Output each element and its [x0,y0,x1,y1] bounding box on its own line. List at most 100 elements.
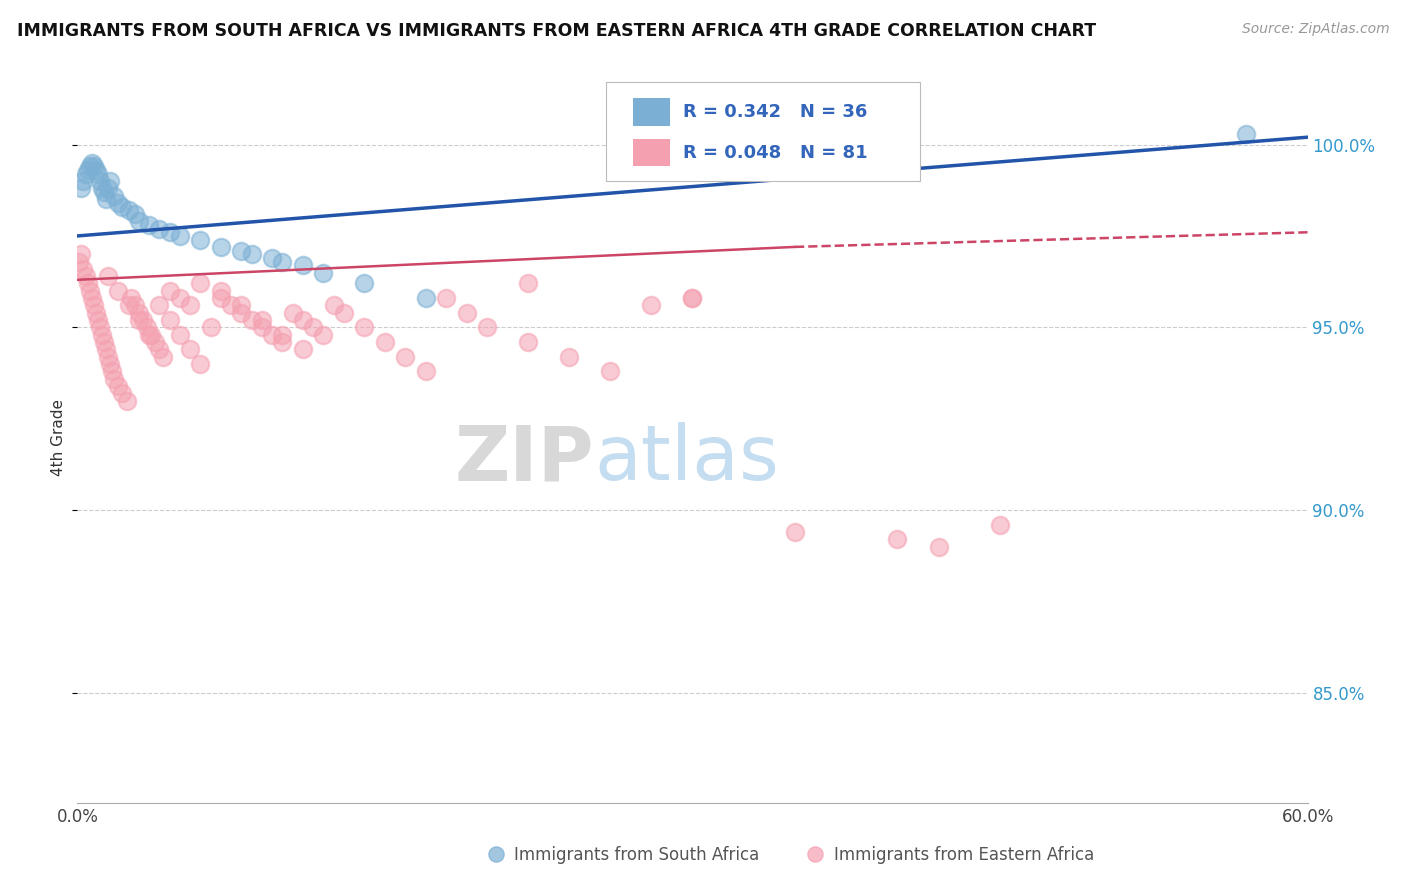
Point [240,247,263,261]
Point [682,291,704,305]
Point [103,371,125,385]
Point [188,357,212,371]
Point [291,343,314,357]
Bar [634,98,671,127]
Point [558,350,581,364]
Point [456,306,478,320]
Text: IMMIGRANTS FROM SOUTH AFRICA VS IMMIGRANTS FROM EASTERN AFRICA 4TH GRADE CORRELA: IMMIGRANTS FROM SOUTH AFRICA VS IMMIGRAN… [17,22,1097,40]
Point [107,196,129,211]
Point [188,233,212,247]
Point [103,188,125,202]
Point [67,254,90,268]
Point [143,334,166,349]
Point [124,207,146,221]
Point [231,298,253,312]
Point [886,533,908,547]
FancyBboxPatch shape [606,82,920,181]
Point [159,313,181,327]
Point [111,200,134,214]
Point [117,203,139,218]
Point [72,174,94,188]
Point [291,313,314,327]
Point [107,284,129,298]
Point [107,379,129,393]
Point [97,269,120,284]
Point [599,364,621,378]
Point [169,327,191,342]
Point [302,320,325,334]
Point [138,218,160,232]
Point [240,313,263,327]
Point [120,291,142,305]
Point [75,167,97,181]
Point [76,277,98,291]
Point [169,291,191,305]
Point [75,269,97,284]
Point [271,327,294,342]
Point [231,306,253,320]
Point [250,320,273,334]
Text: Immigrants from Eastern Africa: Immigrants from Eastern Africa [834,847,1094,864]
Point [80,291,103,305]
Point [262,327,284,342]
Point [89,320,111,334]
Point [87,313,110,327]
Text: Source: ZipAtlas.com: Source: ZipAtlas.com [1241,22,1389,37]
Point [188,277,212,291]
Point [70,247,93,261]
Point [169,229,191,244]
Point [79,284,101,298]
Point [94,193,117,207]
Text: Immigrants from South Africa: Immigrants from South Africa [515,847,759,864]
Point [132,313,155,327]
Point [928,540,950,554]
Point [124,298,146,312]
Point [312,327,335,342]
Point [128,306,150,320]
Point [83,160,105,174]
Point [219,298,242,312]
Point [89,174,111,188]
Point [374,334,396,349]
Point [477,320,499,334]
Point [83,298,105,312]
Point [250,313,273,327]
Point [70,181,93,195]
Point [128,313,150,327]
Point [148,298,170,312]
Point [76,163,98,178]
Point [415,364,437,378]
Point [98,174,121,188]
Point [179,343,201,357]
Point [322,298,344,312]
Bar [634,138,671,167]
Point [84,163,107,178]
Point [312,266,335,280]
Point [179,298,201,312]
Point [517,277,540,291]
Point [353,277,375,291]
Point [97,181,120,195]
Point [79,160,101,174]
Point [93,185,115,199]
Point [394,350,416,364]
Point [128,214,150,228]
Point [115,393,138,408]
Text: ZIP: ZIP [454,422,595,496]
Point [101,364,124,378]
Point [94,343,117,357]
Point [271,254,294,268]
Point [159,284,181,298]
Point [159,225,181,239]
Text: R = 0.342   N = 36: R = 0.342 N = 36 [683,103,868,121]
Point [148,221,170,235]
Point [517,334,540,349]
Point [136,320,159,334]
Point [209,240,232,254]
Point [353,320,375,334]
Point [415,291,437,305]
Text: R = 0.048   N = 81: R = 0.048 N = 81 [683,144,868,161]
Point [141,327,163,342]
Point [783,525,806,540]
Point [90,327,114,342]
